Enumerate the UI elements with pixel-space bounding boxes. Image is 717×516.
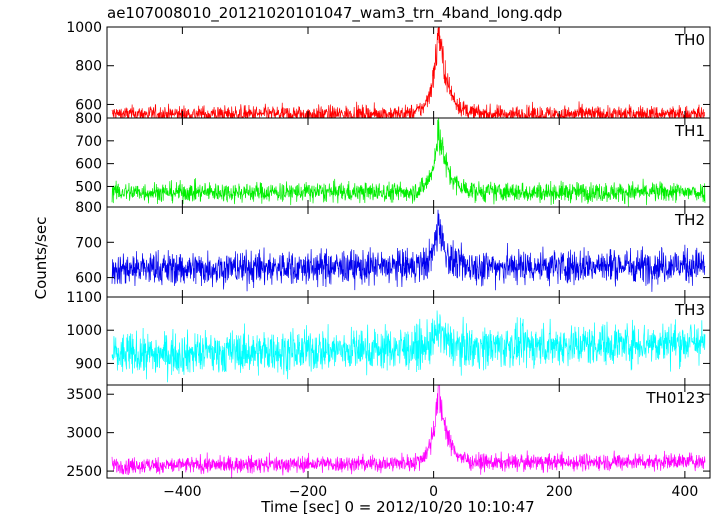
- y-tick-label: 700: [75, 134, 102, 150]
- panel-label: TH3: [674, 301, 705, 319]
- x-axis-title: Time [sec] 0 = 2012/10/20 10:10:47: [260, 498, 534, 516]
- y-tick-label: 1000: [66, 20, 102, 36]
- panel-th2: 600 700 800 TH2: [75, 200, 711, 298]
- panel-frame: [106, 26, 711, 119]
- panel-th1: 500 600 700 800 TH1: [75, 111, 711, 208]
- chart-title: ae107008010_20121020101047_wam3_trn_4ban…: [107, 4, 562, 23]
- series-line-th0123: [111, 385, 706, 478]
- panels-group: 6008001000TH0500600700800TH1600700800TH2…: [66, 20, 711, 480]
- y-tick-label: 800: [75, 111, 102, 127]
- y-tick-label: 3500: [66, 387, 102, 403]
- y-axis-title: Counts/sec: [32, 217, 50, 300]
- x-tick-label: 400: [672, 484, 699, 500]
- panel-frame: [106, 384, 711, 479]
- series-line-th1: [111, 118, 706, 207]
- panel-label: TH0123: [645, 389, 705, 407]
- y-tick-label: 700: [75, 235, 102, 251]
- series-line-th0: [111, 27, 706, 118]
- y-tick-label: 500: [75, 179, 102, 195]
- y-tick-label: 1100: [66, 290, 102, 306]
- y-tick-label: 600: [75, 97, 102, 113]
- panel-label: TH1: [674, 122, 705, 140]
- panel-th0: 600 800 1000 TH0: [66, 20, 711, 119]
- x-tick-label: −400: [163, 484, 201, 500]
- panel-label: TH2: [674, 211, 705, 229]
- y-tick-label: 900: [75, 356, 102, 372]
- x-tick-labels: −400 −200 0 200 400: [163, 484, 698, 500]
- y-tick-label: 800: [75, 59, 102, 75]
- panel-frame: [106, 206, 711, 298]
- panel-th0123: 2500 3000 3500 TH0123: [66, 384, 711, 480]
- x-tick-label: 0: [429, 484, 438, 500]
- y-tick-label: 1000: [66, 323, 102, 339]
- x-tick-label: −200: [289, 484, 327, 500]
- panel-label: TH0: [674, 31, 705, 49]
- y-tick-label: 600: [75, 157, 102, 173]
- y-tick-label: 2500: [66, 464, 102, 480]
- series-line-th2: [111, 209, 706, 292]
- y-tick-label: 600: [75, 271, 102, 287]
- panel-th3: 900 1000 1100 TH3: [66, 290, 711, 386]
- x-tick-label: 200: [546, 484, 573, 500]
- y-tick-label: 800: [75, 200, 102, 216]
- series-line-th3: [111, 310, 706, 383]
- y-tick-label: 3000: [66, 426, 102, 442]
